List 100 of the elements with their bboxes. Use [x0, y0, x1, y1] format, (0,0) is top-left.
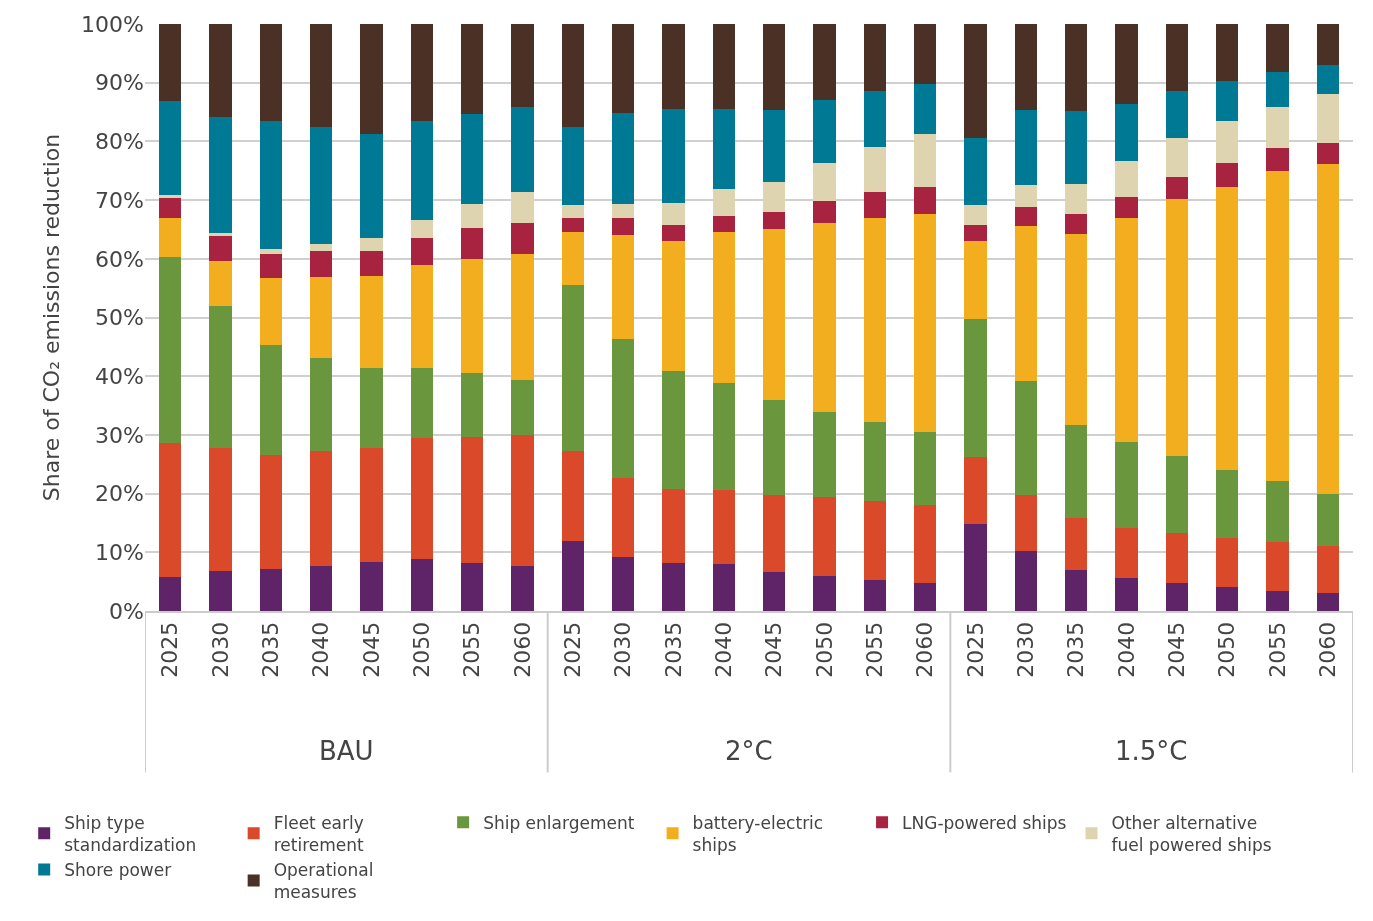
bar [964, 240, 987, 319]
legend-label: Operational measures [273, 860, 374, 903]
bar [360, 562, 383, 611]
bar [1316, 493, 1340, 546]
bar [712, 383, 736, 491]
bar [662, 24, 685, 109]
x-tick-label: 2030 [207, 621, 233, 678]
bar [762, 229, 786, 401]
bar [511, 379, 534, 435]
bar [158, 24, 182, 101]
bar [1064, 184, 1088, 214]
bar [813, 497, 836, 577]
bar [1316, 545, 1340, 594]
bar [460, 113, 484, 204]
bar [863, 192, 887, 218]
text: BAU [319, 736, 374, 766]
bar [511, 565, 534, 611]
bar [561, 217, 585, 233]
bar [762, 182, 786, 212]
x-tick-label: 2035 [660, 621, 686, 678]
bar [1215, 24, 1239, 81]
y-tick-label: 50% [95, 305, 144, 331]
bar [1014, 225, 1038, 382]
bar [561, 204, 585, 218]
bar [964, 456, 987, 525]
bar [1115, 161, 1138, 197]
bar [1014, 381, 1038, 496]
bar [209, 117, 232, 233]
legend-label: battery-electric ships [692, 812, 824, 855]
bar [561, 284, 585, 452]
bar [1165, 24, 1189, 91]
bar [662, 240, 685, 371]
bar [1215, 586, 1239, 611]
bar [209, 24, 232, 118]
y-tick-label: 100% [81, 11, 144, 37]
bar [964, 524, 987, 611]
bar [662, 224, 685, 241]
bar [1266, 71, 1289, 107]
bar [1014, 185, 1038, 208]
bar [662, 370, 685, 489]
bar [1064, 234, 1088, 425]
bar [1115, 103, 1138, 162]
bar [410, 438, 434, 559]
bar [1266, 106, 1289, 149]
bar [863, 24, 887, 91]
bar [863, 500, 887, 580]
bar [1215, 537, 1239, 587]
bar [762, 110, 786, 183]
y-tick-label: 30% [95, 422, 144, 448]
bar [1316, 94, 1340, 143]
legend-label: Fleet early retirement [273, 812, 364, 855]
x-tick-label: 2025 [157, 621, 183, 678]
bar [410, 121, 434, 221]
bar [309, 126, 333, 245]
bar [209, 306, 232, 448]
bar [1014, 551, 1038, 611]
bar [1115, 196, 1138, 218]
bar [360, 250, 383, 277]
x-tick-label: 2055 [861, 621, 887, 678]
bar [964, 224, 987, 241]
bar [511, 222, 534, 255]
x-tick-label: 2040 [308, 621, 334, 678]
bar [1165, 138, 1189, 178]
bar [762, 211, 786, 230]
bar [1014, 495, 1038, 552]
bar [1165, 582, 1189, 611]
bar [309, 244, 333, 252]
bar [1215, 163, 1239, 187]
bar [1165, 532, 1189, 583]
bar [1115, 24, 1138, 104]
bar [309, 251, 333, 277]
bar [813, 201, 836, 223]
bar [611, 339, 635, 478]
bar [1064, 110, 1088, 185]
bar [460, 436, 484, 564]
bar [913, 186, 937, 214]
bar [410, 24, 434, 122]
bar [611, 234, 635, 340]
bar [712, 232, 736, 384]
bar [611, 203, 635, 219]
bar [1165, 456, 1189, 533]
bar [561, 24, 585, 127]
y-tick-label: 40% [95, 363, 144, 389]
bar [712, 109, 736, 189]
bar [561, 451, 585, 542]
bar [712, 24, 736, 110]
legend-label: Ship type standardization [64, 812, 197, 855]
bar [813, 163, 836, 202]
x-tick-label: 2030 [610, 621, 636, 678]
bar [259, 568, 283, 611]
bar [863, 146, 887, 193]
x-tick-label: 2050 [408, 621, 434, 678]
x-tick-label: 2035 [257, 621, 283, 678]
bar [913, 84, 937, 134]
bar [913, 133, 937, 187]
bar [158, 443, 182, 577]
bar [1266, 591, 1289, 611]
x-tick-label: 2060 [1314, 621, 1340, 678]
bar [611, 557, 635, 611]
bar [662, 563, 685, 611]
